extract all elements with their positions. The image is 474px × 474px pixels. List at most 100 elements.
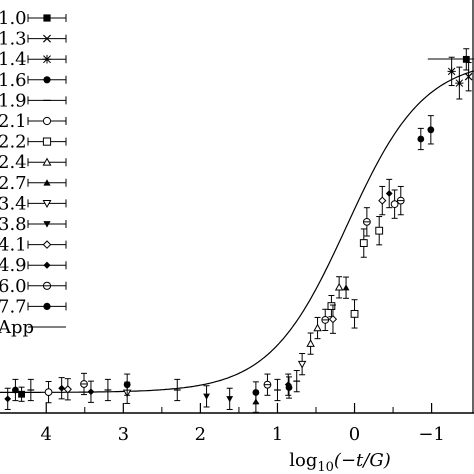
legend-marker xyxy=(42,137,52,146)
data-point xyxy=(252,381,260,404)
legend-label: 3.4 xyxy=(0,193,27,214)
legend-marker xyxy=(43,221,51,228)
data-point xyxy=(173,378,181,402)
legend-label: 4.9 xyxy=(0,255,27,276)
legend-label: 1.3 xyxy=(0,29,27,50)
data-point xyxy=(274,378,281,402)
legend-label: 1.4 xyxy=(0,49,27,70)
data-point xyxy=(328,304,338,334)
legend-marker xyxy=(43,261,51,269)
legend-label: App xyxy=(0,317,34,338)
point-marker xyxy=(390,200,399,209)
data-point xyxy=(321,308,330,332)
legend-label: 2.1 xyxy=(0,111,27,132)
legend-marker xyxy=(43,179,51,186)
x-tick-label: 0 xyxy=(349,424,360,445)
point-marker xyxy=(327,302,336,310)
point-marker xyxy=(375,226,384,235)
data-point xyxy=(58,377,66,400)
data-point xyxy=(464,62,473,92)
legend-item: 2.1 xyxy=(0,111,67,132)
point-marker xyxy=(226,396,234,403)
legend-label: 3.8 xyxy=(0,214,27,235)
data-points xyxy=(4,48,473,413)
legend-marker xyxy=(42,116,52,126)
legend-label: 1.0 xyxy=(0,8,27,29)
legend-item: App xyxy=(0,317,66,338)
data-point xyxy=(359,228,368,258)
legend-label: 4.1 xyxy=(0,235,27,256)
data-point xyxy=(123,373,131,396)
legend-item: 2.7 xyxy=(0,173,67,194)
legend-item: 2.4 xyxy=(0,152,67,173)
point-marker xyxy=(203,393,210,400)
data-point xyxy=(27,378,35,402)
data-point xyxy=(455,66,464,100)
legend-marker xyxy=(43,14,51,22)
legend-marker xyxy=(42,200,52,209)
legend-item: 2.2 xyxy=(0,132,67,153)
point-marker xyxy=(58,384,66,392)
data-point xyxy=(362,207,371,237)
legend-marker xyxy=(42,54,52,64)
data-point xyxy=(203,385,210,408)
point-marker xyxy=(385,190,393,197)
point-marker xyxy=(123,381,131,389)
data-point xyxy=(297,353,307,376)
data-point xyxy=(306,332,315,355)
x-tick-label: 2 xyxy=(195,424,206,445)
data-point xyxy=(44,380,53,404)
legend-item: 3.8 xyxy=(0,214,67,235)
point-marker xyxy=(87,388,95,396)
legend-item: 7.7 xyxy=(0,296,67,317)
data-point xyxy=(375,216,384,246)
point-marker xyxy=(285,384,293,391)
legend-label: 2.7 xyxy=(0,173,27,194)
legend: 1.01.31.41.61.92.12.22.42.73.43.84.14.96… xyxy=(0,8,67,338)
point-marker xyxy=(306,339,315,347)
point-marker xyxy=(359,239,368,247)
data-point xyxy=(4,387,12,410)
data-point xyxy=(226,387,234,410)
legend-item: 3.4 xyxy=(0,193,67,214)
legend-marker xyxy=(42,240,52,249)
point-marker xyxy=(252,389,260,396)
data-point xyxy=(80,372,88,396)
legend-item: 4.9 xyxy=(0,255,67,276)
data-point xyxy=(417,127,425,151)
legend-label: 7.7 xyxy=(0,296,27,317)
data-point xyxy=(342,276,350,299)
legend-marker xyxy=(42,34,52,43)
x-axis-label: log10(−t/G) xyxy=(289,450,390,474)
data-point xyxy=(12,378,19,402)
point-marker xyxy=(4,395,12,403)
point-marker xyxy=(44,388,53,397)
point-marker xyxy=(18,390,25,398)
legend-item: 1.0 xyxy=(0,8,67,29)
data-point xyxy=(18,386,25,402)
data-point xyxy=(313,316,322,340)
point-marker xyxy=(464,72,473,81)
legend-marker xyxy=(42,157,52,166)
legend-label: 1.9 xyxy=(0,90,27,111)
point-marker xyxy=(334,282,344,291)
fit-curve-group xyxy=(0,58,474,393)
plot-frame xyxy=(0,0,474,414)
legend-item: 4.1 xyxy=(0,235,67,256)
x-axis: 4 3 2 1 0 −1 xyxy=(41,403,445,445)
point-marker xyxy=(12,386,19,394)
x-tick-label: 1 xyxy=(272,424,283,445)
point-marker xyxy=(427,126,435,134)
point-marker xyxy=(378,196,387,205)
legend-label: 2.2 xyxy=(0,132,27,153)
data-point xyxy=(390,189,399,219)
data-point xyxy=(385,178,393,209)
x-axis-label-sub: 10 xyxy=(317,460,334,474)
x-axis-label-main: log xyxy=(289,450,317,471)
legend-item: 1.9 xyxy=(0,90,67,111)
data-point xyxy=(293,370,301,393)
point-marker xyxy=(328,315,338,324)
data-point xyxy=(87,380,95,403)
point-marker xyxy=(297,360,307,369)
legend-marker xyxy=(43,76,51,84)
